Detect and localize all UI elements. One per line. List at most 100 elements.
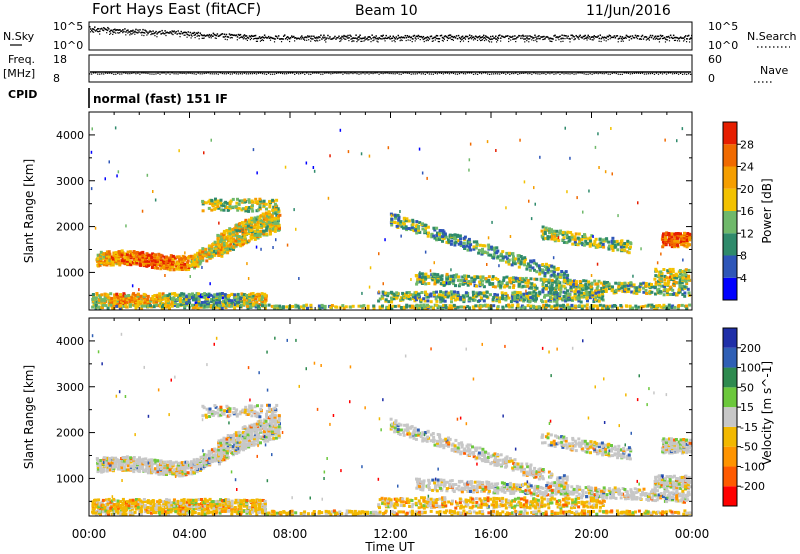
- heatmap-cell: [662, 293, 666, 297]
- heatmap-cell: [226, 247, 230, 251]
- heatmap-cell: [238, 242, 242, 246]
- nave-point: [227, 72, 229, 74]
- heatmap-cell: [199, 303, 203, 307]
- nave-point: [181, 72, 183, 75]
- heatmap-cell: [519, 262, 523, 266]
- heatmap-cell: [183, 297, 186, 301]
- nsky-point: [633, 37, 636, 39]
- heatmap-cell: [147, 253, 151, 257]
- nsearch-point: [238, 37, 240, 39]
- nsky-point: [409, 36, 412, 39]
- nsearch-point: [464, 38, 467, 40]
- heatmap-cell: [255, 245, 258, 249]
- heatmap-cell: [193, 266, 196, 270]
- heatmap-cell: [421, 222, 424, 226]
- nave-point: [269, 73, 272, 75]
- nsky-point: [340, 37, 342, 39]
- nave-series: [89, 72, 692, 75]
- nave-point: [203, 72, 205, 75]
- heatmap-cell: [294, 305, 298, 309]
- nave-point: [519, 72, 521, 75]
- nave-point: [97, 73, 99, 75]
- heatmap-cell: [422, 303, 426, 307]
- heatmap-cell: [153, 258, 157, 262]
- heatmap-cell: [520, 279, 524, 283]
- nsky-point: [158, 31, 160, 33]
- nsearch-point: [340, 40, 342, 42]
- heatmap-cell: [444, 306, 448, 310]
- heatmap-cell: [552, 265, 556, 269]
- nsky-point: [557, 36, 559, 39]
- nave-point: [398, 73, 400, 75]
- nsky-point: [481, 36, 484, 38]
- nsky-point: [569, 38, 571, 40]
- nsky-point: [267, 35, 270, 38]
- heatmap-cell: [165, 255, 168, 259]
- heatmap-cell: [543, 231, 547, 235]
- nsky-point: [456, 37, 459, 40]
- nsearch-point: [654, 38, 657, 40]
- nsky-point: [387, 36, 389, 39]
- heatmap-cell: [600, 290, 604, 294]
- heatmap-cell: [209, 282, 211, 286]
- heatmap-cell: [558, 275, 562, 279]
- nave-point: [585, 73, 587, 75]
- heatmap-cell: [637, 305, 641, 309]
- heatmap-cell: [220, 238, 223, 242]
- heatmap-cell: [522, 305, 526, 309]
- nsky-point: [269, 36, 272, 39]
- heatmap-cell: [220, 241, 224, 245]
- nsky-point: [181, 32, 183, 35]
- heatmap-cell: [591, 295, 595, 299]
- heatmap-cell: [125, 455, 129, 459]
- nsearch-label: N.Search: [747, 30, 797, 43]
- heatmap-cell: [233, 306, 237, 310]
- heatmap-cell: [483, 250, 487, 254]
- heatmap-cell: [559, 273, 563, 277]
- nsky-point: [182, 32, 184, 34]
- nsky-point: [524, 38, 526, 40]
- heatmap-cell: [479, 291, 483, 295]
- nsearch-point: [625, 37, 627, 39]
- heatmap-cell: [245, 301, 249, 305]
- heatmap-cell: [256, 171, 258, 175]
- nsky-point: [251, 35, 254, 38]
- heatmap-cell: [674, 232, 678, 236]
- heatmap-cell: [552, 272, 556, 276]
- nsky-point: [578, 35, 580, 38]
- nsky-point: [166, 31, 168, 34]
- nsky-point: [317, 37, 319, 39]
- heatmap-cell: [502, 276, 506, 280]
- heatmap-cell: [659, 305, 663, 309]
- heatmap-cell: [103, 292, 107, 296]
- nsearch-point: [560, 41, 562, 43]
- nsky-point: [358, 36, 360, 38]
- heatmap-cell: [604, 287, 608, 291]
- nsearch-point: [401, 39, 403, 42]
- heatmap-cell: [516, 291, 519, 294]
- heatmap-cell: [176, 298, 180, 302]
- heatmap-cell: [529, 285, 533, 289]
- nave-point: [243, 72, 246, 74]
- nsky-point: [503, 36, 505, 38]
- nave-point: [635, 72, 638, 74]
- heatmap-cell: [138, 288, 140, 292]
- heatmap-cell: [529, 277, 533, 281]
- nsky-point: [590, 36, 592, 39]
- nsearch-point: [339, 40, 341, 43]
- nsky-point: [119, 29, 121, 31]
- nsky-point: [392, 35, 395, 38]
- heatmap-cell: [510, 294, 514, 298]
- nsky-point: [548, 38, 550, 40]
- heatmap-cell: [175, 265, 179, 269]
- heatmap-cell: [553, 234, 557, 238]
- heatmap-cell: [569, 282, 572, 286]
- heatmap-cell: [485, 290, 489, 294]
- heatmap-cell: [654, 282, 658, 286]
- heatmap-cell: [97, 300, 101, 304]
- nave-point: [161, 72, 163, 74]
- nsearch-point: [377, 41, 379, 43]
- nsky-point: [216, 33, 219, 35]
- nsearch-point: [142, 31, 144, 34]
- nave-point: [285, 73, 288, 75]
